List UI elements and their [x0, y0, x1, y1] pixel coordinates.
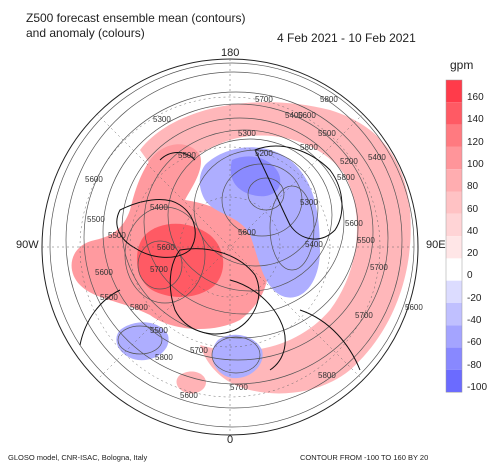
contour-label: 5500 [318, 129, 336, 138]
longitude-label-90w: 90W [16, 239, 39, 251]
contour-label: 5500 [108, 231, 126, 240]
colorbar-tick-label: -80 [467, 359, 482, 371]
colorbar-swatch [446, 303, 462, 326]
colorbar-swatch [446, 258, 462, 281]
colorbar-swatch [446, 191, 462, 214]
contour-label: 5800 [320, 95, 338, 104]
colorbar-tick-label: -100 [467, 381, 488, 393]
colorbar-tick-label: 0 [467, 270, 473, 282]
map-subtitle: and anomaly (colours) [26, 26, 145, 40]
contour-label: 5700 [190, 346, 208, 355]
longitude-label-0: 0 [227, 434, 234, 446]
map-title: Z500 forecast ensemble mean (contours) [26, 11, 246, 25]
contour-label: 5600 [405, 303, 423, 312]
colorbar-tick-label: 120 [467, 136, 484, 148]
contour-label: 5700 [355, 311, 373, 320]
colorbar-tick-label: -40 [467, 315, 482, 326]
colorbar-swatch [446, 347, 462, 370]
contour-label: 5700 [370, 263, 388, 272]
contour-label: 5600 [85, 175, 103, 184]
positive-anomaly-south [176, 371, 206, 394]
contour-label: 5500 [357, 236, 375, 245]
contour-label: 5600 [180, 391, 198, 400]
contour-label: 5800 [130, 303, 148, 312]
colorbar-swatch [446, 146, 462, 170]
longitude-label-90e: 90E [426, 239, 446, 251]
contour-label: 5400 [150, 203, 168, 212]
colorbar-tick-label: -20 [467, 292, 482, 304]
colorbar-swatch [446, 213, 462, 237]
colorbar-tick-label: 40 [467, 225, 479, 237]
contour-label: 5800 [337, 173, 355, 182]
contour-label: 5500 [150, 326, 168, 335]
contour-label: 5400 [285, 111, 303, 120]
colorbar-swatch [446, 169, 462, 192]
contour-label: 5600 [345, 219, 363, 228]
colorbar-tick-label: 20 [467, 248, 479, 260]
colorbar-tick-label: -60 [467, 337, 482, 349]
colorbar-swatch [446, 325, 462, 348]
date-range: 4 Feb 2021 - 10 Feb 2021 [277, 31, 416, 45]
contour-label: 5400 [305, 240, 323, 249]
contour-label: 5500 [87, 215, 105, 224]
contour-label: 5300 [153, 115, 171, 124]
colorbar-unit: gpm [450, 58, 474, 72]
contour-label: 5300 [300, 198, 318, 207]
negative-anomaly-west [116, 322, 169, 361]
contour-label: 5800 [300, 143, 318, 152]
contour-label: 5500 [178, 151, 196, 160]
strong-positive-anomaly-core [136, 223, 224, 297]
contour-label: 5600 [157, 243, 175, 252]
contour-label: 5800 [155, 353, 173, 362]
colorbar-tick-label: 60 [467, 203, 479, 215]
contour-label: 5300 [238, 129, 256, 138]
contour-label: 5600 [298, 111, 316, 120]
contour-label: 5700 [150, 265, 168, 274]
contour-label: 5600 [238, 228, 256, 237]
colorbar [445, 79, 463, 393]
contour-label: 5200 [255, 149, 273, 158]
contour-note: CONTOUR FROM -100 TO 160 BY 20 [300, 453, 429, 462]
contour-label: 5500 [100, 293, 118, 302]
colorbar-swatch [446, 280, 462, 303]
colorbar-tick-label: 160 [467, 92, 484, 103]
contour-label: 5400 [368, 153, 386, 162]
contour-label: 5700 [255, 95, 273, 104]
model-credit: GLOSO model, CNR-ISAC, Bologna, Italy [8, 453, 148, 462]
contour-label: 5200 [340, 157, 358, 166]
colorbar-swatch [446, 124, 462, 147]
colorbar-swatch [446, 102, 462, 125]
positive-anomaly-ring [140, 102, 411, 394]
contour-label: 5600 [95, 268, 113, 277]
longitude-label-180: 180 [221, 47, 240, 59]
colorbar-swatch [446, 369, 462, 393]
colorbar-tick-label: 80 [467, 181, 479, 193]
colorbar-swatch [446, 236, 462, 259]
coastlines [79, 145, 361, 371]
colorbar-tick-label: 100 [467, 158, 484, 170]
graticule [41, 58, 419, 436]
strong-negative-anomaly-core [230, 156, 281, 197]
colorbar-swatch [446, 80, 462, 103]
contour-label: 5700 [230, 383, 248, 392]
colorbar-tick-label: 140 [467, 114, 484, 126]
negative-anomaly-south [212, 334, 263, 379]
contour-label: 5800 [318, 371, 336, 380]
